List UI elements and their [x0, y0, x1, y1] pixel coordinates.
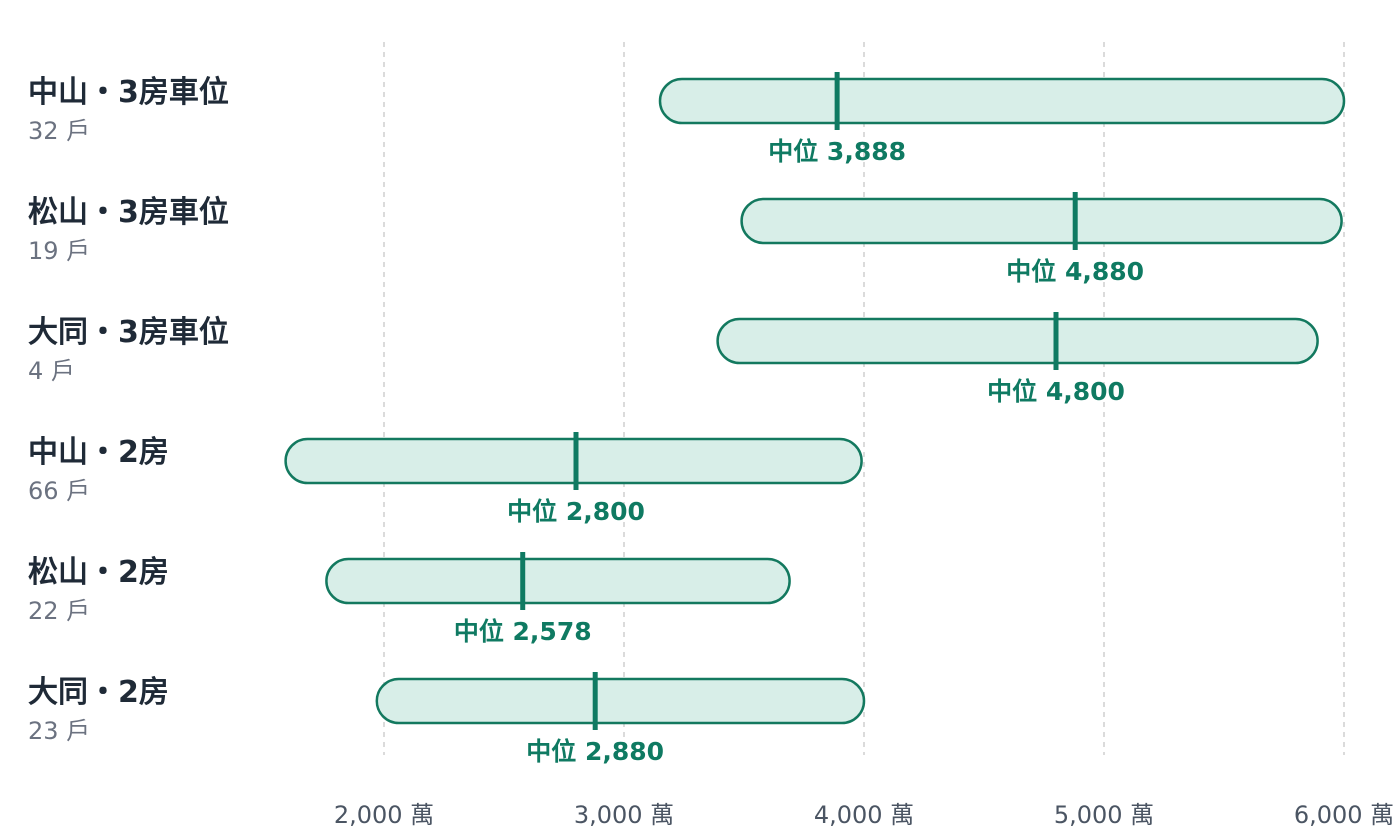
median-label: 中位 4,800 — [987, 377, 1125, 406]
row-label: 中山・3房車位 — [28, 75, 229, 110]
grid-layer — [383, 42, 1345, 755]
bar-layer: 中位 3,888 中位 4,880 中位 4,800 中位 2,800 中位 2,578… — [284, 72, 1346, 766]
row-count: 4 戶 — [28, 357, 75, 385]
range-row: 中位 2,880 — [375, 672, 866, 766]
x-tick-label: 6,000 萬 — [1294, 801, 1394, 829]
range-bar — [375, 677, 866, 725]
range-row: 中位 3,888 — [658, 72, 1346, 166]
median-label: 中位 3,888 — [768, 137, 906, 166]
x-tick-label: 5,000 萬 — [1054, 801, 1154, 829]
row-count: 22 戶 — [28, 597, 90, 625]
row-label: 大同・3房車位 — [28, 315, 229, 350]
x-tick-label: 3,000 萬 — [574, 801, 674, 829]
label-layer: 中山・3房車位 32 戶松山・3房車位 19 戶大同・3房車位 4 戶中山・2房 66 … — [28, 75, 229, 745]
range-row: 中位 2,578 — [325, 552, 791, 646]
range-bar — [658, 77, 1346, 125]
median-label: 中位 2,578 — [454, 617, 592, 646]
median-label: 中位 2,880 — [526, 737, 664, 766]
row-count: 23 戶 — [28, 717, 90, 745]
x-axis-ticks: 2,000 萬 3,000 萬 4,000 萬 5,000 萬 6,000 萬 — [334, 801, 1394, 829]
range-row: 中位 4,880 — [740, 192, 1343, 286]
row-label: 大同・2房 — [28, 675, 169, 710]
median-label: 中位 4,880 — [1006, 257, 1144, 286]
row-label: 松山・3房車位 — [28, 195, 229, 230]
range-row: 中位 2,800 — [284, 432, 863, 526]
range-bar — [740, 197, 1343, 245]
row-count: 19 戶 — [28, 237, 90, 265]
row-label: 松山・2房 — [28, 555, 169, 590]
range-row: 中位 4,800 — [716, 312, 1319, 406]
x-tick-label: 4,000 萬 — [814, 801, 914, 829]
range-bar — [716, 317, 1319, 365]
row-label: 中山・2房 — [28, 435, 169, 470]
range-bar — [325, 557, 791, 605]
x-tick-label: 2,000 萬 — [334, 801, 434, 829]
median-label: 中位 2,800 — [507, 497, 645, 526]
row-count: 66 戶 — [28, 477, 90, 505]
row-count: 32 戶 — [28, 117, 90, 145]
